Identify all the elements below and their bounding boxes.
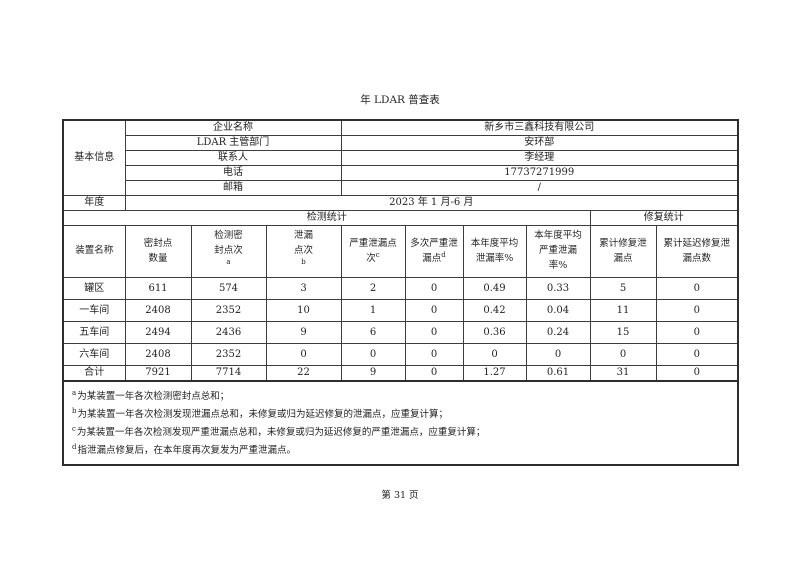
- stat-cell: 0: [655, 299, 739, 322]
- stat-cell: 6: [340, 321, 406, 344]
- section-header-row: 检测统计 修复统计: [62, 210, 739, 226]
- stat-cell: 15: [589, 321, 657, 344]
- stat-cell: 5: [589, 277, 657, 300]
- stat-cell: 7921: [124, 365, 192, 382]
- stat-cell: 0: [589, 343, 657, 366]
- year-value: 2023 年 1 月-6 月: [124, 195, 739, 211]
- stat-cell: 2408: [124, 343, 192, 366]
- table-row-workshop-5: 五车间 2494 2436 9 6 0 0.36 0.24 15 0: [62, 321, 739, 344]
- device-name: 一车间: [62, 299, 126, 322]
- col-header-avg-leak-rate: 本年度平均泄漏率%: [462, 225, 527, 278]
- footnotes-row: a为某装置一年各次检测密封点总和； b为某装置一年各次检测发现泄漏点总和，未修复…: [62, 380, 739, 466]
- stat-cell: 9: [265, 321, 342, 344]
- company-name-label: 企业名称: [124, 119, 342, 136]
- stat-cell: 0: [404, 299, 464, 322]
- device-name: 合计: [62, 365, 126, 382]
- email-label: 邮箱: [124, 180, 342, 196]
- info-row: 联系人 李经理: [63, 150, 739, 166]
- stat-cell: 2: [340, 277, 406, 300]
- stat-cell: 11: [589, 299, 657, 322]
- contact-label: 联系人: [124, 150, 342, 166]
- stat-cell: 1.27: [462, 365, 527, 382]
- footnote-a: a为某装置一年各次检测密封点总和；: [72, 389, 230, 403]
- table-row-workshop-6: 六车间 2408 2352 0 0 0 0 0 0 0: [62, 343, 739, 366]
- col-header-severe-leak-points: 严重泄漏点次c: [340, 225, 406, 278]
- device-name: 六车间: [62, 343, 126, 366]
- footnote-d: d指泄漏点修复后，在本年度再次复发为严重泄漏点。: [72, 443, 296, 457]
- stat-cell: 0.33: [525, 277, 591, 300]
- stat-cell: 0.04: [525, 299, 591, 322]
- stat-cell: 0.49: [462, 277, 527, 300]
- col-header-seal-points: 密封点数量: [124, 225, 192, 278]
- email-value: /: [340, 180, 739, 196]
- stat-cell: 611: [124, 277, 192, 300]
- stat-cell: 0: [404, 343, 464, 366]
- table-row-total: 合计 7921 7714 22 9 0 1.27 0.61 31 0: [62, 365, 739, 382]
- col-header-inspected-points: 检测密封点次a: [190, 225, 267, 278]
- stat-cell: 2436: [190, 321, 267, 344]
- stat-cell: 0: [462, 343, 527, 366]
- stat-cell: 0.42: [462, 299, 527, 322]
- table-row-tank-area: 罐区 611 574 3 2 0 0.49 0.33 5 0: [62, 277, 739, 300]
- stat-cell: 7714: [190, 365, 267, 382]
- ldar-survey-table: 基本信息 企业名称 新乡市三鑫科技有限公司 LDAR 主管部门 安环部 联系人 …: [62, 119, 739, 466]
- page-number: 第 31 页: [381, 490, 419, 501]
- stat-cell: 0: [655, 321, 739, 344]
- col-header-leak-points: 泄漏点次b: [265, 225, 342, 278]
- info-row: 电话 17737271999: [63, 165, 739, 181]
- footnotes-cell: a为某装置一年各次检测密封点总和； b为某装置一年各次检测发现泄漏点总和，未修复…: [62, 380, 739, 466]
- company-name-value: 新乡市三鑫科技有限公司: [340, 119, 739, 136]
- repair-stats-header: 修复统计: [589, 210, 739, 226]
- device-name: 罐区: [62, 277, 126, 300]
- stat-cell: 0: [404, 365, 464, 382]
- col-header-cumulative-repaired: 累计修复泄漏点: [589, 225, 657, 278]
- stat-cell: 0: [404, 321, 464, 344]
- footnote-c: c为某装置一年各次检测发现严重泄漏点总和，未修复或归为延迟修复的严重泄漏点，应重…: [72, 425, 486, 439]
- info-row: 邮箱 /: [63, 180, 739, 196]
- info-row: LDAR 主管部门 安环部: [63, 135, 739, 151]
- stat-cell: 31: [589, 365, 657, 382]
- ldar-dept-label: LDAR 主管部门: [124, 135, 342, 151]
- page-title: 年 LDAR 普查表: [360, 94, 440, 106]
- stat-cell: 3: [265, 277, 342, 300]
- col-header-device: 装置名称: [62, 225, 126, 278]
- info-section-label: 基本信息: [62, 119, 126, 196]
- stat-cell: 2352: [190, 299, 267, 322]
- stat-cell: 0: [340, 343, 406, 366]
- stat-cell: 2352: [190, 343, 267, 366]
- stat-cell: 0: [404, 277, 464, 300]
- stat-cell: 0: [655, 277, 739, 300]
- year-label: 年度: [62, 195, 126, 211]
- stat-cell: 9: [340, 365, 406, 382]
- stat-cell: 0: [655, 365, 739, 382]
- col-header-delayed-repair: 累计延迟修复泄漏点数: [655, 225, 739, 278]
- contact-value: 李经理: [340, 150, 739, 166]
- stat-cell: 2494: [124, 321, 192, 344]
- column-header-row: 装置名称 密封点数量 检测密封点次a 泄漏点次b 严重泄漏点次c 多次严重泄漏点…: [62, 225, 739, 278]
- stat-cell: 0.61: [525, 365, 591, 382]
- stat-cell: 10: [265, 299, 342, 322]
- phone-value: 17737271999: [340, 165, 739, 181]
- phone-label: 电话: [124, 165, 342, 181]
- info-row: 基本信息 企业名称 新乡市三鑫科技有限公司: [62, 119, 739, 196]
- footnote-b: b为某装置一年各次检测发现泄漏点总和，未修复或归为延迟修复的泄漏点，应重复计算；: [72, 407, 448, 421]
- stat-cell: 0: [525, 343, 591, 366]
- col-header-avg-severe-leak-rate: 本年度平均严重泄漏率%: [525, 225, 591, 278]
- stat-cell: 22: [265, 365, 342, 382]
- stat-cell: 0: [265, 343, 342, 366]
- year-row: 年度 2023 年 1 月-6 月: [62, 195, 739, 211]
- stat-cell: 2408: [124, 299, 192, 322]
- stat-cell: 574: [190, 277, 267, 300]
- stat-cell: 0.24: [525, 321, 591, 344]
- device-name: 五车间: [62, 321, 126, 344]
- stat-cell: 0.36: [462, 321, 527, 344]
- detection-stats-header: 检测统计: [62, 210, 591, 226]
- stat-cell: 0: [655, 343, 739, 366]
- col-header-repeat-severe-leaks: 多次严重泄漏点d: [404, 225, 464, 278]
- ldar-dept-value: 安环部: [340, 135, 739, 151]
- stat-cell: 1: [340, 299, 406, 322]
- table-row-workshop-1: 一车间 2408 2352 10 1 0 0.42 0.04 11 0: [62, 299, 739, 322]
